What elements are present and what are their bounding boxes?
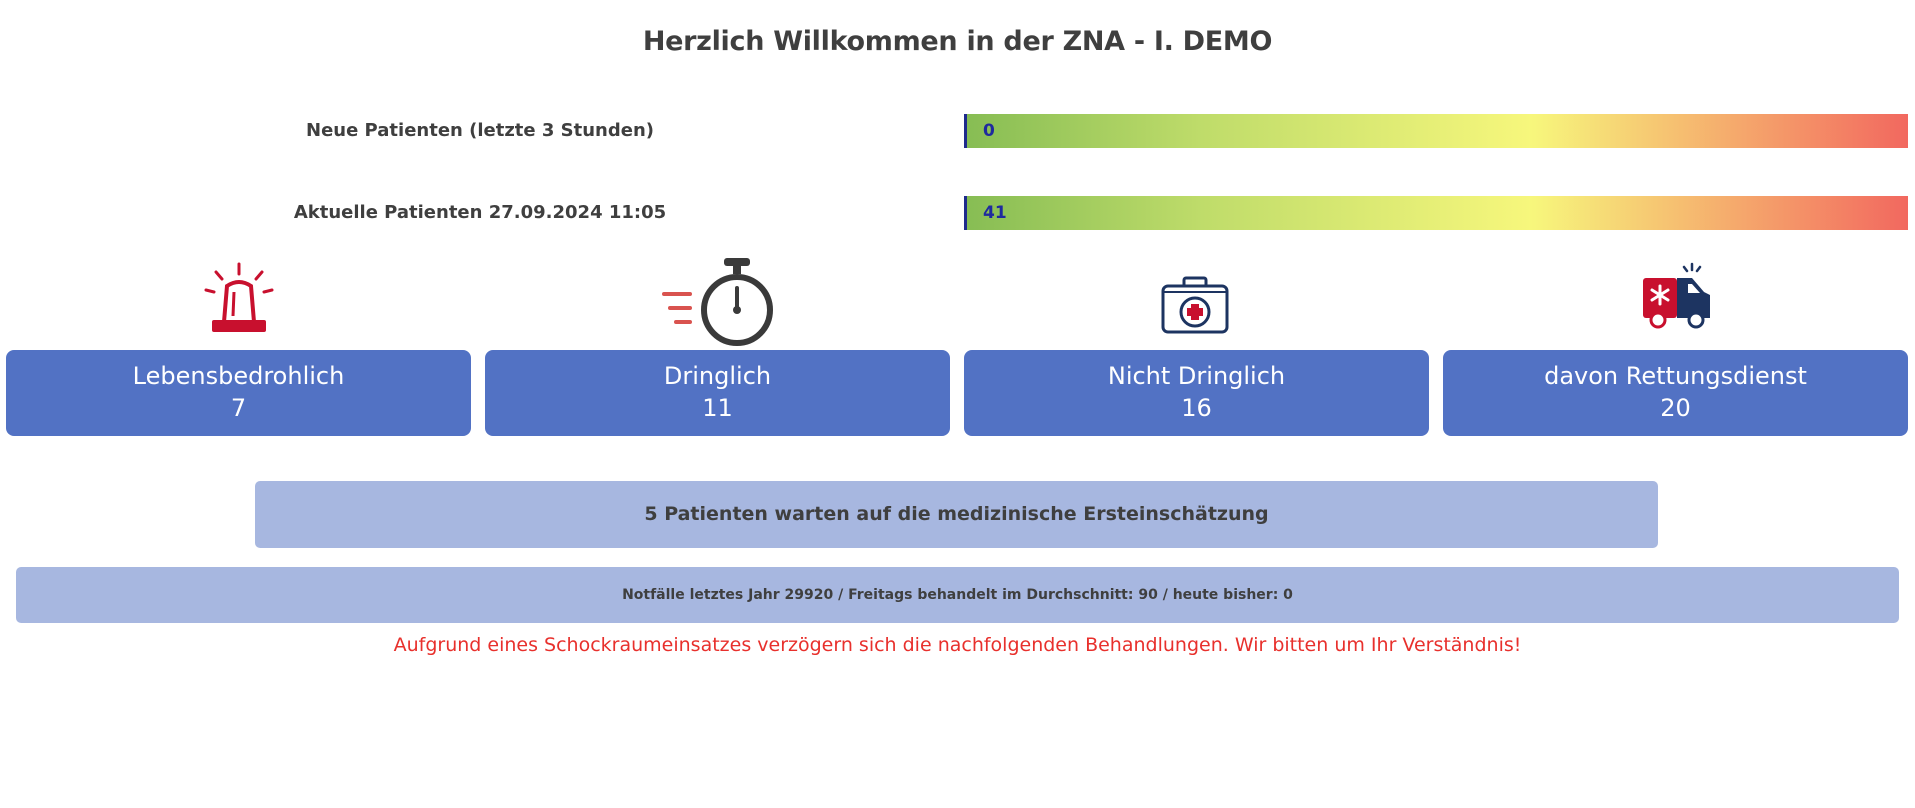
card-label: Lebensbedrohlich <box>132 362 345 390</box>
card-count: 7 <box>230 394 247 422</box>
card-label: Dringlich <box>663 362 772 390</box>
delay-notice: Aufgrund eines Schockraumeinsatzes verzö… <box>393 634 1522 656</box>
current-patients-label: Aktuelle Patienten 27.09.2024 11:05 <box>293 202 667 223</box>
card-lebensbedrohlich: Lebensbedrohlich 7 <box>6 350 471 436</box>
card-count: 20 <box>1660 394 1691 422</box>
ambulance-icon <box>1630 262 1720 338</box>
alarm-siren-icon <box>194 262 284 338</box>
waiting-banner: 5 Patienten warten auf die medizinische … <box>255 481 1658 548</box>
card-count: 11 <box>702 394 733 422</box>
card-nicht-dringlich: Nicht Dringlich 16 <box>964 350 1429 436</box>
stopwatch-icon <box>660 258 774 348</box>
card-count: 16 <box>1181 394 1212 422</box>
new-patients-label: Neue Patienten (letzte 3 Stunden) <box>306 120 654 141</box>
new-patients-meter: 0 <box>964 114 1908 148</box>
card-label: davon Rettungsdienst <box>1544 362 1807 390</box>
current-patients-meter: 41 <box>964 196 1908 230</box>
card-label: Nicht Dringlich <box>1107 362 1286 390</box>
new-patients-value: 0 <box>983 121 995 141</box>
first-aid-kit-icon <box>1150 262 1240 338</box>
card-dringlich: Dringlich 11 <box>485 350 950 436</box>
current-patients-value: 41 <box>983 203 1007 223</box>
card-rettungsdienst: davon Rettungsdienst 20 <box>1443 350 1908 436</box>
statistics-banner: Notfälle letztes Jahr 29920 / Freitags b… <box>16 567 1899 623</box>
page-title: Herzlich Willkommen in der ZNA - I. DEMO <box>642 26 1273 57</box>
